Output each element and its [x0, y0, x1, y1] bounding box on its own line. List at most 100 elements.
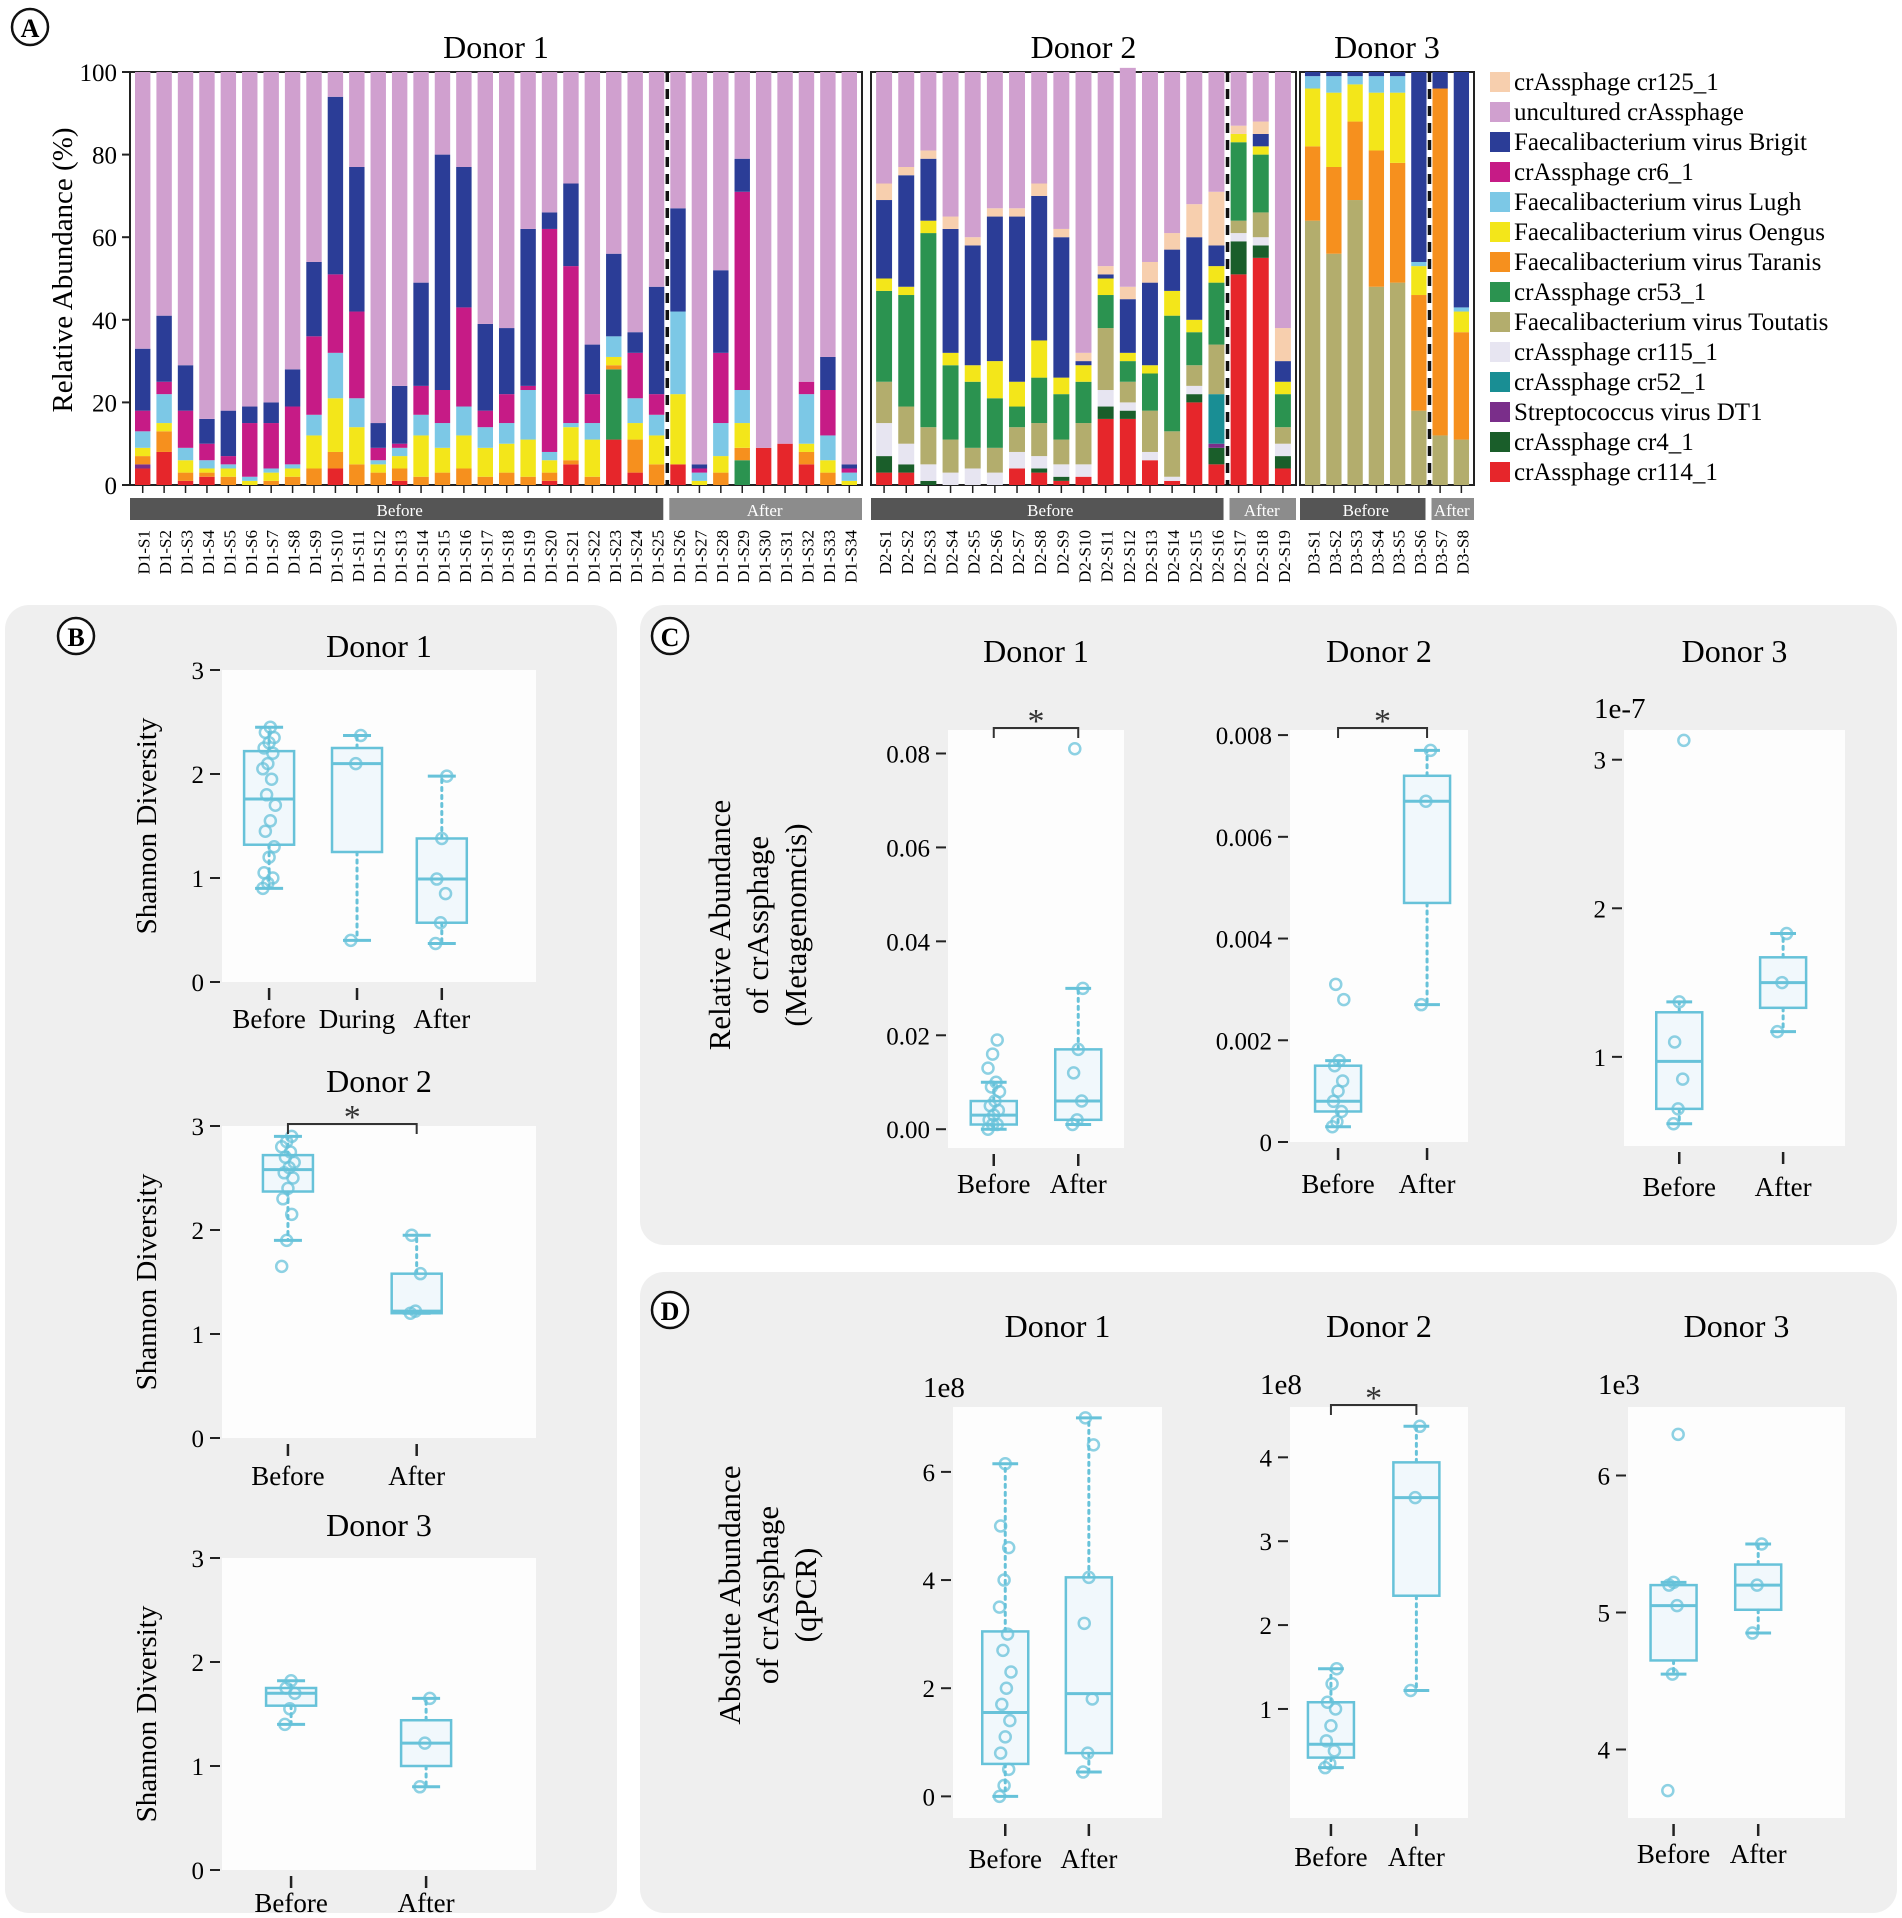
bar-segment: [1304, 88, 1321, 147]
bar-segment: [1009, 381, 1026, 407]
bar-segment: [1186, 319, 1203, 333]
bar-segment: [1075, 361, 1092, 366]
bar-segment: [1164, 72, 1181, 234]
bar-segment: [876, 381, 893, 424]
y-tick-label: 0.02: [886, 1023, 930, 1050]
bar-segment: [1453, 72, 1470, 308]
panel-d-absolute-abundance: Donor 1 1e8 0 2 4 6 Before After Donor 2 1e8 1 2 3 4 B…: [712, 1308, 1845, 1874]
bar-segment: [1411, 410, 1427, 485]
data-point: [1661, 1783, 1675, 1798]
bar-segment: [1252, 257, 1269, 485]
bar-segment: [898, 72, 915, 167]
bar-segment: [920, 427, 937, 465]
sample-label: D1-S22: [584, 530, 603, 583]
data-point: [263, 720, 278, 734]
bar-segment: [734, 72, 750, 159]
y-tick-label: 2: [192, 762, 205, 789]
bar-segment: [1053, 72, 1070, 229]
bar-segment: [627, 439, 643, 473]
bar-segment: [606, 253, 622, 337]
group-bar-label: After: [1434, 501, 1470, 520]
bar-segment: [1031, 72, 1048, 184]
bar-segment: [920, 72, 937, 151]
bar-segment: [964, 381, 981, 448]
bar-segment: [1186, 394, 1203, 403]
bar-segment: [284, 406, 301, 465]
bar-segment: [648, 414, 665, 436]
bar-segment: [1274, 394, 1291, 428]
box-plot-subpanel: Donor 3 1e-7 1 2 3 Before After: [1594, 633, 1845, 1202]
data-point: [1666, 1575, 1681, 1590]
legend-entry: uncultured crAssphage: [1514, 99, 1744, 126]
sample-label: D2-S4: [943, 530, 962, 575]
bar-segment: [1304, 146, 1321, 221]
bar-segment: [1411, 295, 1427, 411]
bar-segment: [1119, 67, 1136, 287]
data-point: [274, 1259, 289, 1274]
legend-swatch: [1490, 192, 1510, 212]
bar-segment: [606, 336, 622, 357]
bar-segment: [670, 311, 686, 395]
sample-label: D3-S2: [1326, 530, 1345, 574]
bar-segment: [1186, 402, 1203, 485]
bar-segment: [156, 72, 172, 316]
bar-segment: [220, 456, 237, 465]
box-group: Before: [1643, 733, 1716, 1202]
panel-c-letter: C: [650, 616, 690, 656]
data-point: [992, 1600, 1007, 1614]
bar-segment: [563, 460, 579, 465]
svg-text:B: B: [67, 623, 84, 652]
bar-segment: [1347, 84, 1363, 122]
x-category-label: After: [1388, 1842, 1445, 1872]
y-axis-label-line: Relative Abundance: [702, 800, 737, 1051]
bar-segment: [1326, 72, 1342, 77]
sample-label: D1-S25: [649, 530, 668, 583]
bar-segment: [1208, 282, 1225, 345]
y-tick-label: 40: [92, 308, 117, 335]
box-plot-subpanel: Donor 3 0 1 2 3 Before After: [192, 1507, 536, 1918]
sample-label: D2-S8: [1031, 530, 1050, 574]
subpanel-title: Donor 1: [326, 628, 432, 664]
legend-swatch: [1490, 372, 1510, 392]
bar-segment: [734, 460, 750, 485]
data-point: [1076, 1765, 1090, 1779]
sample-label: D3-S8: [1453, 530, 1472, 574]
bar-segment: [1347, 121, 1363, 201]
sample-label: D3-S6: [1411, 530, 1430, 574]
bar-segment: [263, 468, 279, 473]
bar-segment: [220, 410, 237, 457]
bar-segment: [391, 443, 408, 448]
bar-segment: [648, 394, 665, 415]
bar-segment: [1411, 261, 1427, 267]
y-axis-label-line: (qPCR): [788, 1548, 823, 1643]
data-point: [279, 1233, 294, 1248]
y-axis-label: Shannon Diversity: [131, 1605, 163, 1822]
bar-segment: [670, 464, 686, 485]
bar-segment: [1075, 476, 1092, 485]
y-tick-label: 6: [923, 1460, 936, 1487]
panel-a-stacked-bar-chart: Relative Abundance (%) 0 20 40 60 80 100 Donor…: [47, 29, 1828, 583]
x-category-label: After: [1050, 1169, 1107, 1199]
bar-segment: [1274, 381, 1291, 395]
data-point: [998, 1457, 1012, 1471]
bar-segment: [563, 423, 579, 428]
y-tick-label: 1: [1260, 1697, 1273, 1724]
data-point: [1754, 1537, 1769, 1551]
data-point: [1775, 975, 1789, 990]
data-point: [423, 1691, 437, 1706]
bar-segment: [777, 72, 793, 444]
bar-segment: [1389, 282, 1406, 485]
group-bar-after: [1431, 498, 1474, 520]
bar-segment: [306, 468, 322, 485]
panel-b-letter: B: [56, 616, 96, 656]
bar-segment: [1230, 241, 1247, 275]
x-category-label: Before: [1294, 1842, 1367, 1872]
box-plot-subpanel: Donor 2 0 0.002 0.004 0.006 0.008 Before After *: [1216, 633, 1468, 1199]
bar-segment: [648, 435, 665, 465]
bar-segment: [876, 278, 893, 291]
bar-segment: [177, 460, 194, 473]
iqr-box: [1392, 1461, 1441, 1597]
data-point: [1423, 743, 1438, 758]
panel-b-shannon-diversity: Donor 1 0 1 2 3 Before During After Shannon Dive…: [131, 628, 536, 1918]
